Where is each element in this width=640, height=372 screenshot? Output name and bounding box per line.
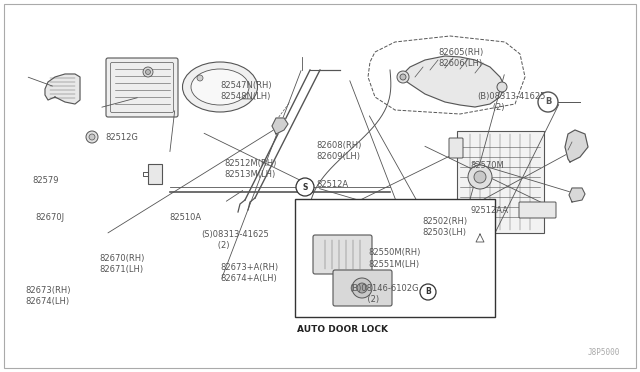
Circle shape: [538, 92, 558, 112]
Text: (S)08313-41625
      (2): (S)08313-41625 (2): [202, 230, 269, 250]
Polygon shape: [476, 234, 484, 242]
Circle shape: [352, 278, 372, 298]
Text: 82502(RH)
82503(LH): 82502(RH) 82503(LH): [422, 217, 468, 237]
Text: (B)08313-41625
      (2): (B)08313-41625 (2): [477, 92, 545, 112]
Circle shape: [296, 178, 314, 196]
Circle shape: [497, 82, 507, 92]
Text: 82570M: 82570M: [470, 161, 504, 170]
Text: B: B: [425, 288, 431, 296]
Circle shape: [474, 171, 486, 183]
Text: 82550M(RH)
82551M(LH): 82550M(RH) 82551M(LH): [368, 248, 420, 269]
Circle shape: [145, 70, 150, 74]
Ellipse shape: [182, 62, 257, 112]
FancyBboxPatch shape: [457, 131, 544, 233]
Ellipse shape: [191, 69, 249, 105]
Text: 82670J: 82670J: [35, 213, 65, 222]
Text: 82605(RH)
82606(LH): 82605(RH) 82606(LH): [438, 48, 484, 68]
Circle shape: [468, 165, 492, 189]
Text: 82512M(RH)
82513M(LH): 82512M(RH) 82513M(LH): [224, 159, 276, 179]
Text: (B)08146-6102G
       (2): (B)08146-6102G (2): [349, 284, 419, 304]
FancyBboxPatch shape: [474, 225, 490, 234]
Circle shape: [357, 283, 367, 293]
Circle shape: [143, 67, 153, 77]
Polygon shape: [45, 74, 80, 104]
Polygon shape: [565, 130, 588, 162]
Text: AUTO DOOR LOCK: AUTO DOOR LOCK: [297, 325, 388, 334]
Text: J8P5000: J8P5000: [588, 348, 620, 357]
Polygon shape: [400, 56, 505, 107]
Circle shape: [86, 131, 98, 143]
FancyBboxPatch shape: [519, 202, 556, 218]
Text: 82608(RH)
82609(LH): 82608(RH) 82609(LH): [317, 141, 362, 161]
Text: 82673+A(RH)
82674+A(LH): 82673+A(RH) 82674+A(LH): [221, 263, 279, 283]
Circle shape: [197, 75, 203, 81]
Circle shape: [89, 134, 95, 140]
Text: S: S: [302, 183, 308, 192]
FancyBboxPatch shape: [333, 270, 392, 306]
Text: 82670(RH)
82671(LH): 82670(RH) 82671(LH): [99, 254, 145, 274]
FancyBboxPatch shape: [313, 235, 372, 274]
Text: B: B: [545, 97, 551, 106]
Text: 92512AA: 92512AA: [470, 206, 508, 215]
Text: 82579: 82579: [32, 176, 58, 185]
Polygon shape: [272, 118, 288, 134]
Text: 82673(RH)
82674(LH): 82673(RH) 82674(LH): [26, 286, 71, 306]
Text: 82547N(RH)
82548N(LH): 82547N(RH) 82548N(LH): [221, 81, 273, 101]
Bar: [295, 199, 495, 317]
Text: 82512G: 82512G: [106, 133, 138, 142]
Bar: [148, 164, 162, 184]
FancyBboxPatch shape: [449, 138, 463, 158]
Circle shape: [420, 284, 436, 300]
FancyBboxPatch shape: [106, 58, 178, 117]
Polygon shape: [569, 188, 585, 202]
Circle shape: [400, 74, 406, 80]
Text: 82512A: 82512A: [317, 180, 349, 189]
Text: 82510A: 82510A: [170, 213, 202, 222]
Circle shape: [397, 71, 409, 83]
